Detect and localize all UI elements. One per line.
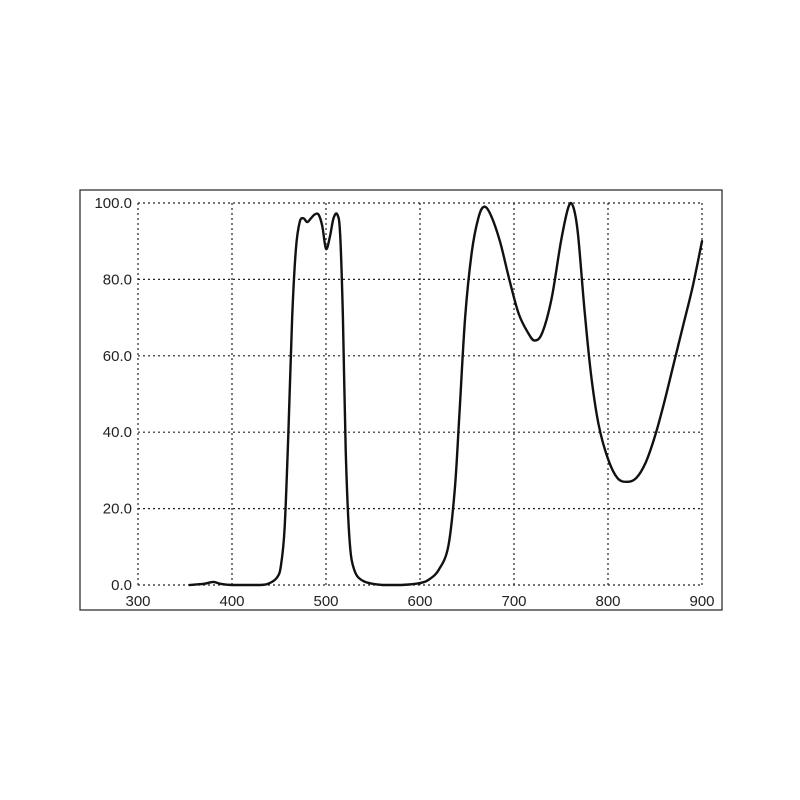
y-axis-ticks: 0.0 20.0 40.0 60.0 80.0 100.0 <box>94 195 132 594</box>
x-tick-label: 700 <box>501 593 526 610</box>
x-tick-label: 600 <box>407 593 432 610</box>
x-tick-label: 500 <box>313 593 338 610</box>
y-tick-label: 60.0 <box>103 348 132 365</box>
x-tick-label: 300 <box>125 593 150 610</box>
y-tick-label: 40.0 <box>103 424 132 441</box>
transmission-curve <box>188 201 704 587</box>
y-tick-label: 20.0 <box>103 501 132 518</box>
plot-frame <box>79 189 723 611</box>
x-axis-ticks: 300 400 500 600 700 800 900 <box>125 593 714 610</box>
x-tick-label: 800 <box>595 593 620 610</box>
y-tick-label: 0.0 <box>111 577 132 594</box>
x-tick-label: 900 <box>689 593 714 610</box>
y-tick-label: 100.0 <box>94 195 132 212</box>
grid-layer <box>137 202 703 586</box>
series-layer <box>188 201 704 587</box>
y-tick-label: 80.0 <box>103 271 132 288</box>
x-tick-label: 400 <box>219 593 244 610</box>
